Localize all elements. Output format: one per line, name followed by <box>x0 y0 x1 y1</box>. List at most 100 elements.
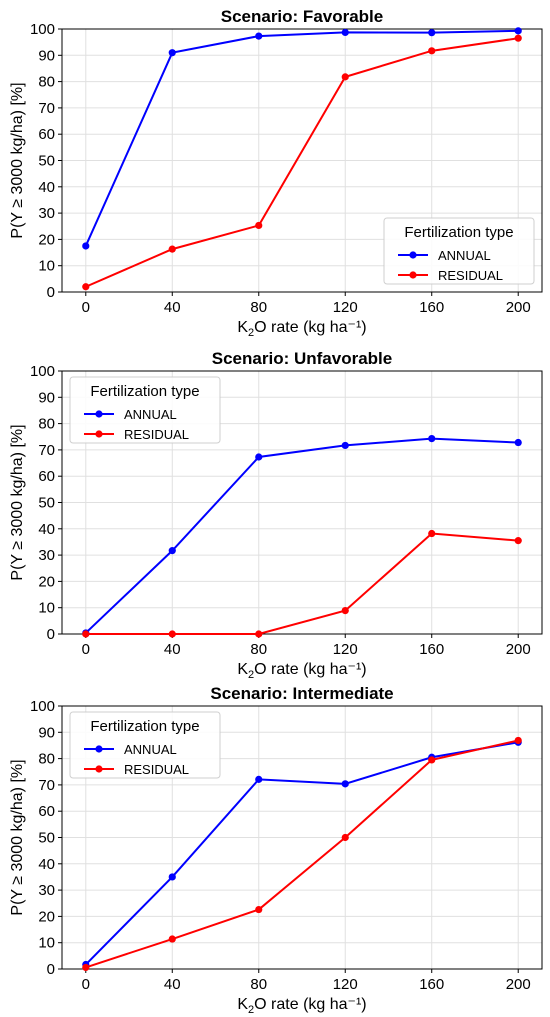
legend-marker <box>95 430 103 438</box>
data-point <box>255 905 263 914</box>
y-tick-label: 40 <box>38 521 55 538</box>
legend: Fertilization type ANNUAL RESIDUAL <box>69 711 221 779</box>
legend: Fertilization type ANNUAL RESIDUAL <box>383 217 535 285</box>
data-point <box>82 963 90 972</box>
legend-label: RESIDUAL <box>438 268 503 283</box>
legend-box <box>69 376 221 444</box>
series-line-residual <box>85 532 519 635</box>
chart-panel-3: 0 10 20 30 40 50 60 70 80 90 100 0 40 80 120 160 200 Scen… <box>9 684 543 1016</box>
x-tick-label: 160 <box>419 976 444 993</box>
y-tick-label: 50 <box>38 495 55 512</box>
y-tick-label: 70 <box>38 442 55 459</box>
y-tick-label: 100 <box>30 363 55 380</box>
x-tick-label: 0 <box>82 641 90 658</box>
plot-frame <box>61 705 543 970</box>
x-tick-label: 0 <box>82 976 90 993</box>
x-tick-label: 120 <box>333 641 358 658</box>
y-tick-label: 30 <box>38 882 55 899</box>
y-tick-label: 40 <box>38 856 55 873</box>
data-point <box>168 935 176 943</box>
x-tick-label: 40 <box>164 299 181 316</box>
data-point <box>255 775 263 783</box>
y-tick-label: 50 <box>38 153 55 170</box>
data-point <box>82 283 90 291</box>
plot-frame <box>61 28 543 293</box>
y-tick-label: 90 <box>38 389 55 406</box>
legend-marker <box>409 251 417 259</box>
x-tick-label: 0 <box>82 299 90 316</box>
y-tick-label: 90 <box>38 47 55 64</box>
y-tick-label: 60 <box>38 126 55 143</box>
data-point <box>255 32 263 40</box>
y-tick-label: 70 <box>38 777 55 794</box>
data-point <box>428 47 436 55</box>
legend-marker <box>95 765 103 773</box>
y-axis-label: P(Y ≥ 3000 kg/ha) [%] <box>9 759 26 915</box>
data-point <box>428 529 436 538</box>
legend-label: ANNUAL <box>124 742 177 757</box>
data-point <box>168 547 176 555</box>
x-axis-label: K2O rate (kg ha⁻¹) <box>237 996 366 1016</box>
x-axis-label: K2O rate (kg ha⁻¹) <box>237 661 366 681</box>
legend-title: Fertilization type <box>90 718 199 735</box>
x-tick-label: 80 <box>250 641 267 658</box>
series-residual <box>82 34 522 291</box>
data-point <box>341 441 349 450</box>
data-point <box>168 630 176 638</box>
y-tick-label: 30 <box>38 547 55 564</box>
series-line-annual <box>85 437 519 634</box>
data-point <box>514 34 522 42</box>
legend-label: RESIDUAL <box>124 427 189 442</box>
y-axis-label: P(Y ≥ 3000 kg/ha) [%] <box>9 82 26 238</box>
y-tick-label: 70 <box>38 100 55 117</box>
data-point <box>514 27 522 35</box>
y-tick-label: 60 <box>38 803 55 820</box>
series-residual <box>82 736 522 972</box>
y-tick-label: 90 <box>38 724 55 741</box>
y-tick-label: 20 <box>38 908 55 925</box>
y-tick-label: 60 <box>38 468 55 485</box>
data-point <box>341 780 349 788</box>
series-residual <box>82 529 522 638</box>
y-tick-label: 100 <box>30 698 55 715</box>
data-point <box>341 606 349 615</box>
data-point <box>82 630 90 638</box>
legend-label: ANNUAL <box>124 407 177 422</box>
chart-panel-1: 0 10 20 30 40 50 60 70 80 90 100 0 40 80 120 160 200 Scen… <box>9 7 543 339</box>
data-point <box>168 245 176 253</box>
legend: Fertilization type ANNUAL RESIDUAL <box>69 376 221 444</box>
data-point <box>82 242 90 250</box>
y-tick-label: 0 <box>47 284 55 301</box>
x-tick-label: 200 <box>506 641 531 658</box>
legend-title: Fertilization type <box>404 224 513 241</box>
data-point <box>341 73 349 81</box>
data-point <box>514 438 522 447</box>
y-tick-label: 30 <box>38 205 55 222</box>
legend-label: RESIDUAL <box>124 762 189 777</box>
chart-title: Scenario: Unfavorable <box>212 349 392 368</box>
data-point <box>428 29 436 37</box>
chart-title: Scenario: Intermediate <box>210 684 393 703</box>
data-point <box>428 434 436 443</box>
legend-marker <box>95 745 103 753</box>
data-point <box>168 873 176 881</box>
data-point <box>428 756 436 764</box>
y-tick-label: 40 <box>38 179 55 196</box>
data-point <box>255 453 263 461</box>
y-tick-label: 20 <box>38 573 55 590</box>
x-tick-label: 200 <box>506 976 531 993</box>
x-tick-label: 80 <box>250 976 267 993</box>
x-tick-label: 120 <box>333 976 358 993</box>
legend-title: Fertilization type <box>90 383 199 400</box>
y-tick-label: 10 <box>38 935 55 952</box>
legend-box <box>69 711 221 779</box>
legend-marker <box>95 410 103 418</box>
data-point <box>341 833 349 842</box>
y-axis-label: P(Y ≥ 3000 kg/ha) [%] <box>9 424 26 580</box>
data-point <box>514 537 522 545</box>
chart-panel-2: 0 10 20 30 40 50 60 70 80 90 100 0 40 80 120 160 200 Scen… <box>9 349 543 681</box>
x-tick-label: 40 <box>164 641 181 658</box>
data-point <box>514 736 522 745</box>
data-point <box>255 221 263 230</box>
